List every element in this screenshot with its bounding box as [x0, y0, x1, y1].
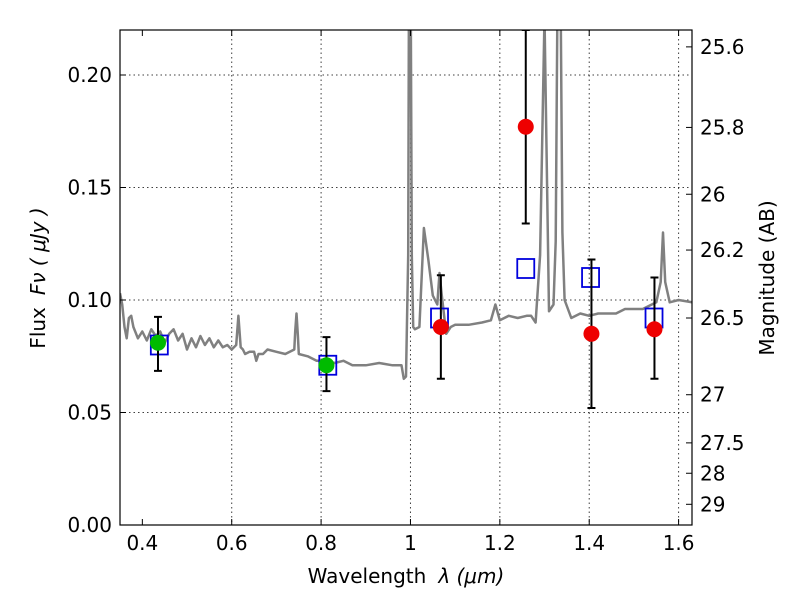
y2-tick-label: 25.8: [700, 115, 745, 139]
data-layer: [120, 30, 692, 409]
model-flux-square: [516, 258, 536, 279]
x-axis-title-word: Wavelength: [308, 564, 427, 588]
template-sed-line: [120, 30, 692, 381]
detection-point: [432, 319, 449, 335]
y2-tick-label: 26.5: [700, 306, 745, 330]
y-tick-label: 0.10: [67, 288, 112, 312]
y2-tick-label: 26: [700, 182, 725, 206]
detection-point: [646, 321, 663, 338]
detection-point: [149, 334, 166, 351]
x-tick-label: 1.2: [484, 531, 516, 555]
y2-tick-label: 25.6: [700, 35, 745, 59]
x-axis-title: Wavelength λ (μm): [308, 564, 505, 588]
detection-point: [517, 118, 534, 135]
y-axis-title-symbol: Fν ( μJy ): [26, 207, 50, 295]
x-tick-label: 0.8: [305, 531, 337, 555]
x-tick-label: 1.6: [663, 531, 695, 555]
y2-tick-label: 29: [700, 492, 725, 516]
detection-point: [583, 325, 600, 342]
x-axis-title-symbol: λ (μm): [437, 564, 504, 588]
x-tick-label: 0.4: [126, 531, 158, 555]
x-tick-label: 1: [404, 531, 417, 555]
grid-lines: [120, 30, 692, 525]
y-tick-label: 0.00: [67, 513, 112, 537]
detection-point: [318, 357, 335, 374]
x-tick-label: 0.6: [216, 531, 248, 555]
y-tick-label: 0.05: [67, 401, 112, 425]
y2-tick-label: 27: [700, 383, 725, 407]
y2-tick-label: 28: [700, 461, 725, 485]
y-axis-title-word: Flux: [26, 307, 50, 349]
plot-frame: [119, 29, 693, 526]
x-tick-label: 1.4: [573, 531, 605, 555]
y-tick-label: 0.20: [67, 63, 112, 87]
ticks: 0.4 0.6 0.8 1 1.2 1.4 1.6 0.00 0.05 0.10 0.15 0.20 2…: [67, 30, 745, 555]
y-axis-title: Flux Fν ( μJy ): [26, 207, 50, 348]
y-tick-label: 0.15: [67, 176, 112, 200]
plot-background: [120, 30, 692, 525]
y2-tick-label: 26.2: [700, 238, 745, 262]
y2-tick-label: 27.5: [700, 431, 745, 455]
y2-axis-title: Magnitude (AB): [755, 200, 779, 355]
